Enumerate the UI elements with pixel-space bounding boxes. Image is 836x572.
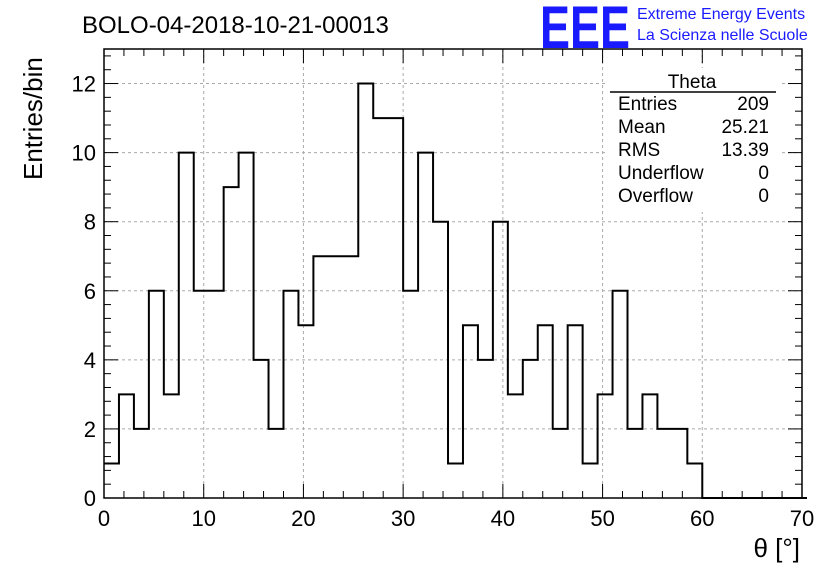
x-tick-label: 20 xyxy=(291,506,315,531)
histogram-bin xyxy=(687,463,702,498)
histogram-bin xyxy=(209,291,224,498)
histogram-bin xyxy=(269,429,284,498)
stats-label: Underflow xyxy=(618,163,704,184)
histogram-bin xyxy=(388,118,403,498)
histogram-bin xyxy=(104,463,119,498)
stats-label: Entries xyxy=(618,94,677,115)
histogram-bin xyxy=(553,429,568,498)
y-axis-title: Entries/bin xyxy=(18,57,48,180)
y-tick-label: 4 xyxy=(84,348,96,373)
logo-mark: EEE xyxy=(540,0,630,61)
stats-value: 25.21 xyxy=(721,117,769,138)
histogram-bin xyxy=(119,394,134,498)
histogram-bin xyxy=(598,394,613,498)
y-tick-label: 8 xyxy=(84,210,96,235)
logo-line1: Extreme Energy Events xyxy=(637,6,805,23)
histogram-bin xyxy=(224,187,239,498)
histogram-bin xyxy=(164,394,179,498)
logo-line2: La Scienza nelle Scuole xyxy=(637,27,808,44)
tick-labels: 0 10 20 30 40 50 60 70 0 2 4 6 8 10 12 xyxy=(72,72,815,531)
histogram-bin xyxy=(583,463,598,498)
histogram-bin xyxy=(403,291,418,498)
stats-name: Theta xyxy=(668,72,717,93)
x-tick-label: 70 xyxy=(790,506,814,531)
x-tick-label: 30 xyxy=(391,506,415,531)
x-tick-label: 50 xyxy=(590,506,614,531)
histogram-bin xyxy=(418,153,433,498)
x-tick-label: 60 xyxy=(690,506,714,531)
stats-value: 13.39 xyxy=(721,140,769,161)
histogram-bin xyxy=(642,394,657,498)
histogram-bin xyxy=(194,291,209,498)
x-tick-label: 10 xyxy=(191,506,215,531)
stats-label: Overflow xyxy=(618,186,693,207)
histogram-bin xyxy=(628,429,643,498)
stats-label: Mean xyxy=(618,117,666,138)
histogram-bin xyxy=(538,325,553,498)
y-tick-label: 2 xyxy=(84,417,96,442)
stats-box: Theta Entries 209 Mean 25.21 RMS 13.39 Underfl… xyxy=(607,68,779,212)
histogram-bin xyxy=(343,256,358,498)
eee-logo: EEE Extreme Energy Events La Scienza nel… xyxy=(540,0,808,61)
stats-value: 209 xyxy=(737,94,769,115)
histogram-bin xyxy=(568,325,583,498)
y-tick-label: 0 xyxy=(84,486,96,511)
x-tick-label: 0 xyxy=(98,506,110,531)
stats-label: RMS xyxy=(618,140,660,161)
x-axis-title: θ [°] xyxy=(753,533,800,563)
stats-value: 0 xyxy=(758,186,769,207)
histogram-bin xyxy=(179,153,194,498)
histogram-step-line xyxy=(104,82,807,499)
histogram-bin xyxy=(657,429,672,498)
histogram-bin xyxy=(373,118,388,498)
histogram-bin xyxy=(149,291,164,498)
histogram-bin xyxy=(463,325,478,498)
y-tick-label: 6 xyxy=(84,279,96,304)
histogram-bin xyxy=(313,256,328,498)
y-tick-label: 12 xyxy=(72,72,96,97)
plot-frame xyxy=(103,48,803,499)
histogram-bin xyxy=(613,291,628,498)
stats-value: 0 xyxy=(758,163,769,184)
histogram-bin xyxy=(672,429,687,498)
histogram-series xyxy=(104,82,807,499)
y-tick-label: 10 xyxy=(72,141,96,166)
histogram-bin xyxy=(328,256,343,498)
histogram-bin xyxy=(239,153,254,498)
histogram-bin xyxy=(134,429,149,498)
x-tick-label: 40 xyxy=(491,506,515,531)
chart-title: BOLO-04-2018-10-21-00013 xyxy=(82,12,389,39)
axes xyxy=(103,48,803,499)
histogram-bin xyxy=(508,394,523,498)
histogram-bin xyxy=(298,325,313,498)
histogram-bin xyxy=(448,463,463,498)
histogram-bin xyxy=(283,291,298,498)
